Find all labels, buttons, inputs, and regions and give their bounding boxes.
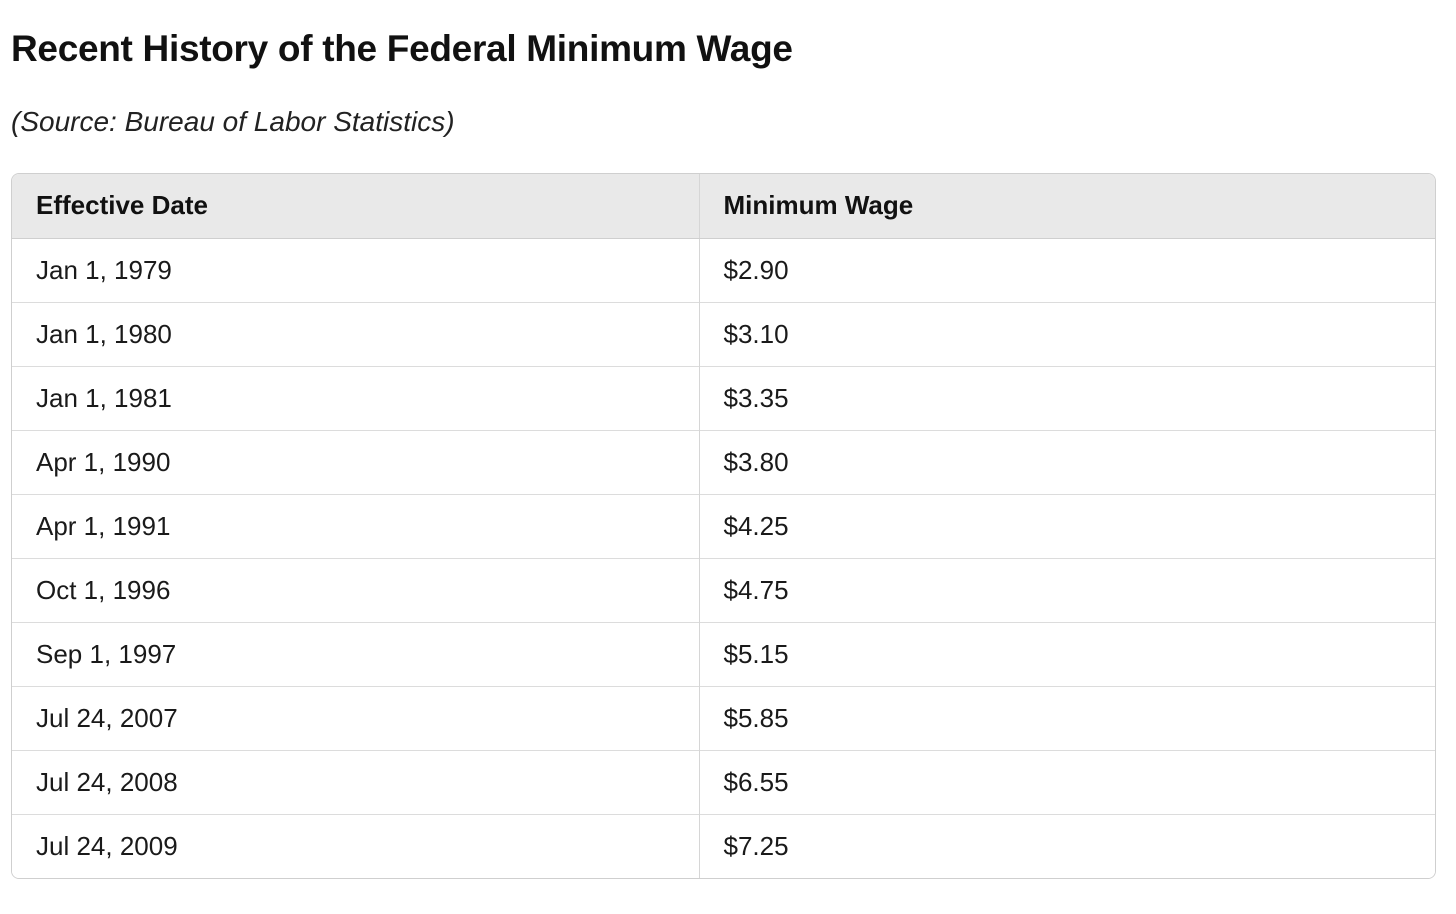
- minimum-wage-cell: $5.85: [699, 685, 1435, 750]
- table-row: Jan 1, 1979 $2.90: [12, 238, 1435, 302]
- minimum-wage-cell: $4.25: [699, 493, 1435, 558]
- table-row: Jan 1, 1980 $3.10: [12, 301, 1435, 366]
- effective-date-cell: Jan 1, 1981: [12, 365, 700, 430]
- source-note: (Source: Bureau of Labor Statistics): [11, 106, 455, 137]
- minimum-wage-cell: $2.90: [699, 238, 1435, 302]
- effective-date-cell: Jul 24, 2008: [12, 749, 700, 814]
- table-row: Jan 1, 1981 $3.35: [12, 365, 1435, 430]
- table-row: Oct 1, 1996 $4.75: [12, 557, 1435, 622]
- table-row: Apr 1, 1991 $4.25: [12, 493, 1435, 558]
- effective-date-cell: Sep 1, 1997: [12, 621, 700, 686]
- page-title: Recent History of the Federal Minimum Wa…: [11, 28, 793, 69]
- effective-date-cell: Apr 1, 1990: [12, 429, 700, 494]
- effective-date-cell: Jul 24, 2007: [12, 685, 700, 750]
- effective-date-cell: Jul 24, 2009: [12, 813, 700, 878]
- table-row: Apr 1, 1990 $3.80: [12, 429, 1435, 494]
- minimum-wage-cell: $7.25: [699, 813, 1435, 878]
- table-row: Jul 24, 2008 $6.55: [12, 749, 1435, 814]
- minimum-wage-cell: $5.15: [699, 621, 1435, 686]
- table-header: Effective Date Minimum Wage: [12, 174, 1435, 239]
- table-body: Jan 1, 1979 $2.90 Jan 1, 1980 $3.10 Jan …: [12, 238, 1435, 878]
- effective-date-cell: Apr 1, 1991: [12, 493, 700, 558]
- minimum-wage-cell: $3.10: [699, 301, 1435, 366]
- table-header-row: Effective Date Minimum Wage: [12, 174, 1435, 239]
- effective-date-cell: Oct 1, 1996: [12, 557, 700, 622]
- table-row: Jul 24, 2009 $7.25: [12, 813, 1435, 878]
- effective-date-cell: Jan 1, 1979: [12, 238, 700, 302]
- minimum-wage-cell: $3.35: [699, 365, 1435, 430]
- column-header-effective-date: Effective Date: [12, 174, 700, 239]
- minimum-wage-table: Effective Date Minimum Wage Jan 1, 1979 …: [12, 174, 1435, 878]
- minimum-wage-cell: $6.55: [699, 749, 1435, 814]
- table-row: Jul 24, 2007 $5.85: [12, 685, 1435, 750]
- effective-date-cell: Jan 1, 1980: [12, 301, 700, 366]
- minimum-wage-cell: $3.80: [699, 429, 1435, 494]
- minimum-wage-table-container: Effective Date Minimum Wage Jan 1, 1979 …: [11, 173, 1436, 879]
- table-row: Sep 1, 1997 $5.15: [12, 621, 1435, 686]
- column-header-minimum-wage: Minimum Wage: [699, 174, 1435, 239]
- minimum-wage-cell: $4.75: [699, 557, 1435, 622]
